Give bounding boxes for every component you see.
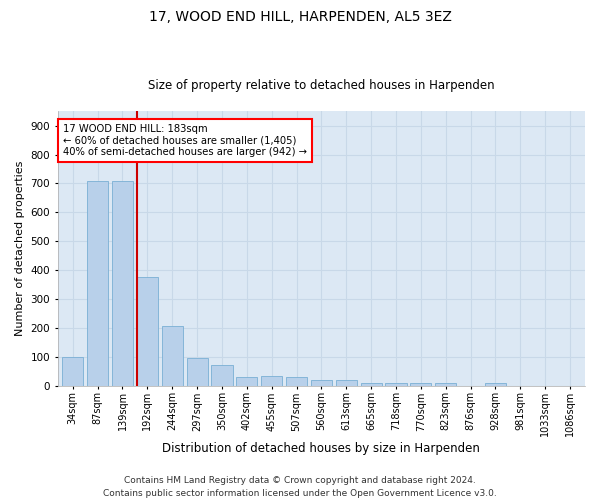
Bar xyxy=(361,383,382,386)
Text: 17 WOOD END HILL: 183sqm
← 60% of detached houses are smaller (1,405)
40% of sem: 17 WOOD END HILL: 183sqm ← 60% of detach… xyxy=(63,124,307,157)
Bar xyxy=(211,365,233,386)
Bar xyxy=(261,376,282,386)
Text: 17, WOOD END HILL, HARPENDEN, AL5 3EZ: 17, WOOD END HILL, HARPENDEN, AL5 3EZ xyxy=(149,10,451,24)
Bar xyxy=(485,384,506,386)
Bar xyxy=(137,278,158,386)
Bar xyxy=(410,384,431,386)
Y-axis label: Number of detached properties: Number of detached properties xyxy=(15,160,25,336)
Bar xyxy=(62,357,83,386)
Bar xyxy=(336,380,357,386)
Bar xyxy=(112,182,133,386)
X-axis label: Distribution of detached houses by size in Harpenden: Distribution of detached houses by size … xyxy=(163,442,481,455)
Bar xyxy=(187,358,208,386)
Bar xyxy=(385,384,407,386)
Bar xyxy=(435,384,457,386)
Bar xyxy=(87,182,108,386)
Bar xyxy=(161,326,183,386)
Bar xyxy=(311,380,332,386)
Bar xyxy=(236,377,257,386)
Text: Contains HM Land Registry data © Crown copyright and database right 2024.
Contai: Contains HM Land Registry data © Crown c… xyxy=(103,476,497,498)
Title: Size of property relative to detached houses in Harpenden: Size of property relative to detached ho… xyxy=(148,79,495,92)
Bar xyxy=(286,377,307,386)
